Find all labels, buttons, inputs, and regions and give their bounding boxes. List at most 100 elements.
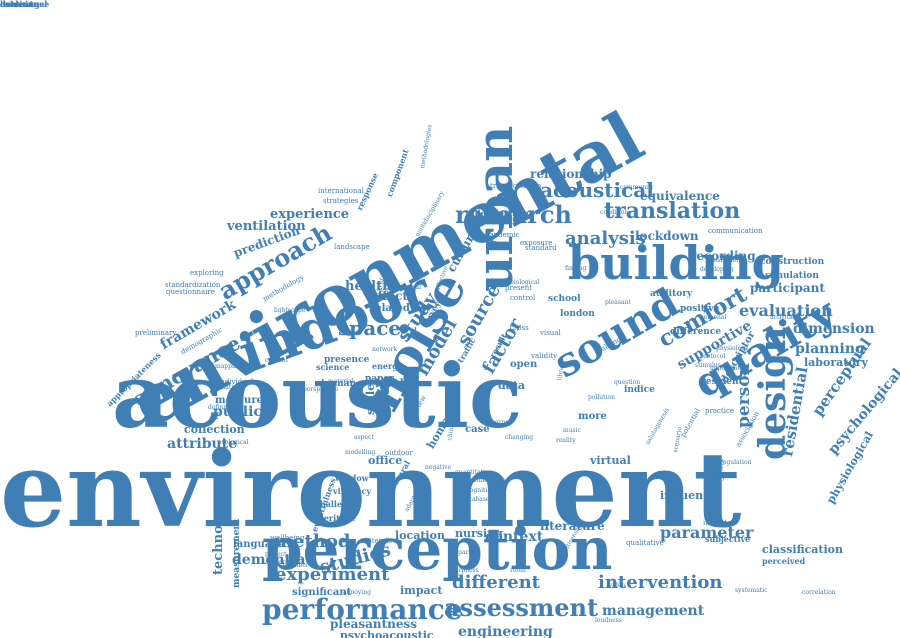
word-school: school xyxy=(548,294,581,304)
word-literature: literature xyxy=(540,519,605,533)
word-question: question xyxy=(614,379,641,386)
word-impact: impact xyxy=(400,584,443,597)
word-qualitative: qualitative xyxy=(626,539,664,547)
word-analysis: analysis xyxy=(565,228,646,249)
word-number: number xyxy=(285,562,309,569)
word-paper: paper xyxy=(365,374,394,384)
word-regulation: regulation xyxy=(720,459,752,466)
word-energy: energy xyxy=(372,361,403,371)
word-community: community xyxy=(620,184,654,191)
word-management: management xyxy=(602,603,705,619)
word-development: development xyxy=(475,208,533,218)
word-strategies: strategies xyxy=(323,197,359,205)
word-activities: activities xyxy=(770,314,798,321)
word-annoying: annoying xyxy=(343,589,371,596)
word-protocol: protocol xyxy=(700,353,726,360)
word-pleasantness: pleasantness xyxy=(330,617,418,631)
word-difference: difference xyxy=(670,327,722,337)
word-experiment: experiment xyxy=(275,564,390,585)
word-project: project xyxy=(265,551,287,558)
word-data: data xyxy=(498,379,526,392)
word-appropriate: appropriate xyxy=(265,559,301,566)
word-planning: planning xyxy=(795,341,865,357)
word-definition: definition xyxy=(208,404,237,411)
word-lightscape: lightscape xyxy=(274,307,306,314)
word-measurement: measurement xyxy=(232,518,242,588)
word-open: open xyxy=(510,359,538,370)
word-developing: developing xyxy=(700,266,734,273)
word-dimension: dimension xyxy=(793,321,875,337)
word-simulation: simulation xyxy=(765,271,819,281)
word-communication: communication xyxy=(708,227,763,235)
word-language: language xyxy=(233,539,285,550)
word-laboratory: laboratory xyxy=(804,356,868,369)
word-questionnaire: questionnaire xyxy=(166,288,215,296)
word-pleasant: pleasant xyxy=(605,299,631,306)
word-changing: changing xyxy=(505,434,534,441)
word-relaxation: relaxation xyxy=(210,384,241,391)
word-negative: negative xyxy=(425,464,452,471)
word-interview: interview xyxy=(365,537,399,545)
word-listening: listening xyxy=(0,0,40,9)
word-experience: experience xyxy=(270,207,350,222)
word-health: health xyxy=(345,279,392,294)
word-perspective: perspective xyxy=(303,386,339,393)
word-lockdown: lockdown xyxy=(635,229,699,243)
word-virtual: virtual xyxy=(590,454,631,467)
word-london: london xyxy=(560,309,595,319)
word-dementia: dementia xyxy=(232,552,306,568)
word-validity: validity xyxy=(531,352,558,360)
word-content: content xyxy=(265,357,289,364)
word-attribute: attribute xyxy=(167,436,238,452)
word-evaluation: evaluation xyxy=(739,301,833,320)
word-pandemic: pandemic xyxy=(485,231,520,239)
word-indice: indice xyxy=(624,385,655,395)
word-location: location xyxy=(395,529,445,542)
word-individual: individual xyxy=(218,378,254,386)
word-nursing: nursing xyxy=(455,527,503,540)
word-mapping: mapping xyxy=(215,363,242,370)
word-space: space xyxy=(338,316,402,340)
word-environment: environment xyxy=(0,428,742,551)
word-recording: recording xyxy=(690,249,756,263)
word-building: building xyxy=(568,236,784,290)
word-quantitative: quantitative xyxy=(455,469,492,476)
word-methodologies: methodologies xyxy=(419,123,434,170)
word-vibrancy: vibrancy xyxy=(333,486,372,496)
word-ventilation: ventilation xyxy=(227,219,306,234)
word-condition: condition xyxy=(600,209,629,216)
word-value: value xyxy=(609,582,626,589)
word-acoustic: acoustic xyxy=(112,344,523,448)
word-positive: positive xyxy=(680,304,720,314)
word-music: music xyxy=(563,427,581,434)
word-research: research xyxy=(455,200,572,229)
word-park: park xyxy=(458,549,472,556)
word-construction: construction xyxy=(760,257,825,267)
word-resident: resident xyxy=(701,377,743,387)
word-method: method xyxy=(274,531,351,552)
word-effect: effect xyxy=(370,289,408,303)
word-recognition: recognition xyxy=(460,487,495,494)
word-human: human xyxy=(321,379,356,389)
word-intervention: intervention xyxy=(598,572,723,593)
word-ecological: ecological xyxy=(218,439,249,446)
word-evidence: evidence xyxy=(0,0,40,9)
word-systematic: systematic xyxy=(735,587,768,594)
word-context: context xyxy=(485,529,544,545)
word-preliminary: preliminary xyxy=(135,329,177,337)
word-control: control xyxy=(510,294,536,302)
word-standard: standard xyxy=(525,244,557,252)
word-pollution: pollution xyxy=(588,394,615,401)
word-heritage: heritage xyxy=(318,513,356,523)
word-different: different xyxy=(452,572,540,593)
word-more: more xyxy=(578,411,607,422)
word-case: case xyxy=(465,424,490,435)
word-performance: performance xyxy=(262,593,463,626)
word-outdoor: outdoor xyxy=(385,449,413,457)
word-component: component xyxy=(384,147,411,199)
word-collection: collection xyxy=(184,423,245,436)
word-visual: visual xyxy=(540,329,561,337)
word-exploring: exploring xyxy=(190,269,224,277)
word-database: database xyxy=(462,496,490,503)
word-stimulus: stimulus xyxy=(695,362,721,369)
